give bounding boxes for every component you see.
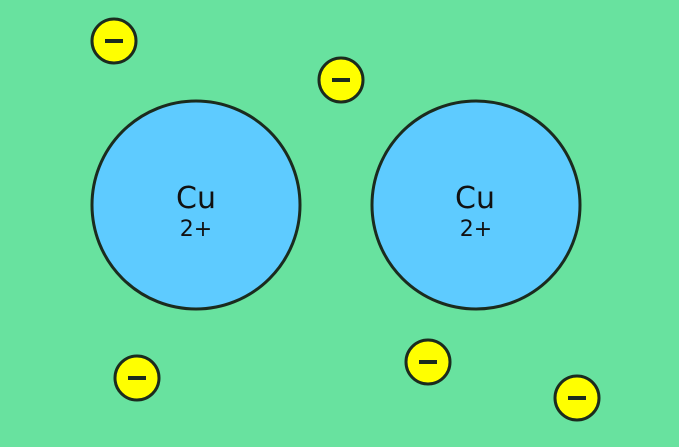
copper-ion: Cu 2+ [370, 99, 582, 311]
electron [317, 56, 365, 104]
minus-sign-icon [419, 360, 437, 364]
ion-charge: 2+ [460, 217, 492, 242]
ion-circle [370, 99, 582, 311]
ion-circle [90, 99, 302, 311]
minus-sign-icon [105, 39, 123, 43]
ion-symbol: Cu [455, 181, 495, 216]
ion-charge: 2+ [180, 217, 212, 242]
minus-sign-icon [128, 376, 146, 380]
electron [553, 374, 601, 422]
copper-ion: Cu 2+ [90, 99, 302, 311]
electron [90, 17, 138, 65]
minus-sign-icon [332, 78, 350, 82]
minus-sign-icon [568, 396, 586, 400]
ion-symbol: Cu [176, 181, 216, 216]
electron [404, 338, 452, 386]
electron [113, 354, 161, 402]
